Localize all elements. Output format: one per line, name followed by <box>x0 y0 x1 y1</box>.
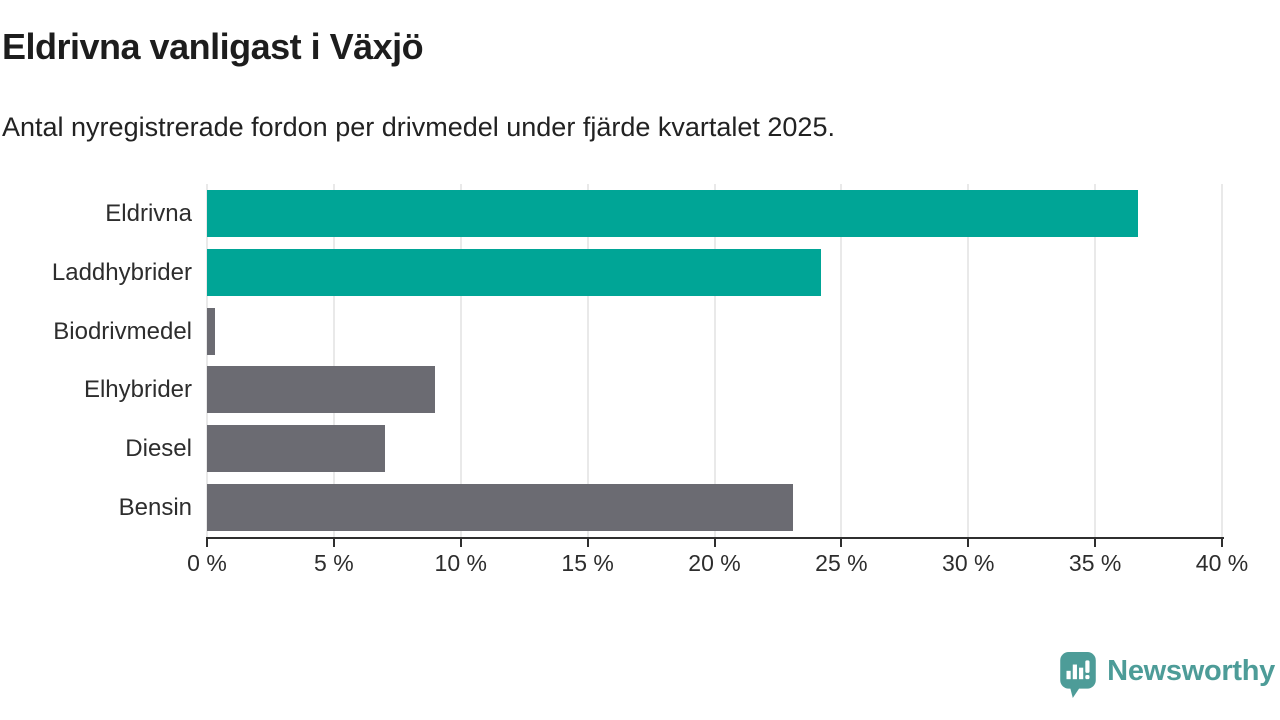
category-label-laddhybrider: Laddhybrider <box>51 258 192 286</box>
x-tick-label-35: 35 % <box>1068 550 1122 576</box>
chart-title: Eldrivna vanligast i Växjö <box>2 26 424 67</box>
chart-subtitle: Antal nyregistrerade fordon per drivmede… <box>2 112 835 142</box>
x-tick-label-0: 0 % <box>187 550 227 576</box>
x-tick-label-40: 40 % <box>1195 550 1249 576</box>
x-axis-tick-35 <box>1094 537 1097 547</box>
x-axis-tick-30 <box>967 537 970 547</box>
category-label-elhybrider: Elhybrider <box>83 376 192 404</box>
category-label-biodrivmedel: Biodrivmedel <box>53 317 192 345</box>
gridline-5 <box>332 184 335 537</box>
x-axis-tick-15 <box>586 537 589 547</box>
x-axis-line <box>207 537 1224 539</box>
bar-elhybrider <box>207 366 436 414</box>
x-tick-label-15: 15 % <box>561 550 614 576</box>
x-axis-tick-25 <box>840 537 843 547</box>
x-axis-tick-40 <box>1221 537 1223 547</box>
gridline-20 <box>713 184 716 537</box>
category-label-eldrivna: Eldrivna <box>105 199 192 227</box>
gridline-0 <box>206 184 208 537</box>
category-label-bensin: Bensin <box>118 494 192 522</box>
x-tick-label-10: 10 % <box>434 550 487 576</box>
newsworthy-bubble-chart-icon <box>1060 652 1096 703</box>
x-tick-label-5: 5 % <box>314 550 354 576</box>
gridline-40 <box>1221 184 1223 537</box>
gridline-10 <box>459 184 462 537</box>
gridline-30 <box>967 184 970 537</box>
gridline-25 <box>840 184 843 537</box>
gridline-15 <box>586 184 589 537</box>
bar-biodrivmedel <box>207 307 215 355</box>
newsworthy-logo-text: Newsworthy <box>1107 655 1275 687</box>
x-tick-label-30: 30 % <box>942 550 995 576</box>
x-axis-tick-5 <box>332 537 335 547</box>
bar-laddhybrider <box>207 248 822 296</box>
category-label-diesel: Diesel <box>125 435 192 463</box>
x-axis-tick-20 <box>713 537 716 547</box>
gridline-35 <box>1094 184 1097 537</box>
bar-bensin <box>207 484 794 532</box>
bar-diesel <box>207 425 385 473</box>
bar-eldrivna <box>207 189 1139 237</box>
x-tick-label-20: 20 % <box>688 550 741 576</box>
x-axis-tick-10 <box>459 537 462 547</box>
x-axis-tick-0 <box>206 537 208 547</box>
newsworthy-logo: Newsworthy <box>1060 652 1275 703</box>
x-tick-label-25: 25 % <box>815 550 868 576</box>
plot-area: 0 % 5 % 10 % 15 % 20 % 25 % 30 % 35 % 40 % Eldriv… <box>52 184 1248 576</box>
